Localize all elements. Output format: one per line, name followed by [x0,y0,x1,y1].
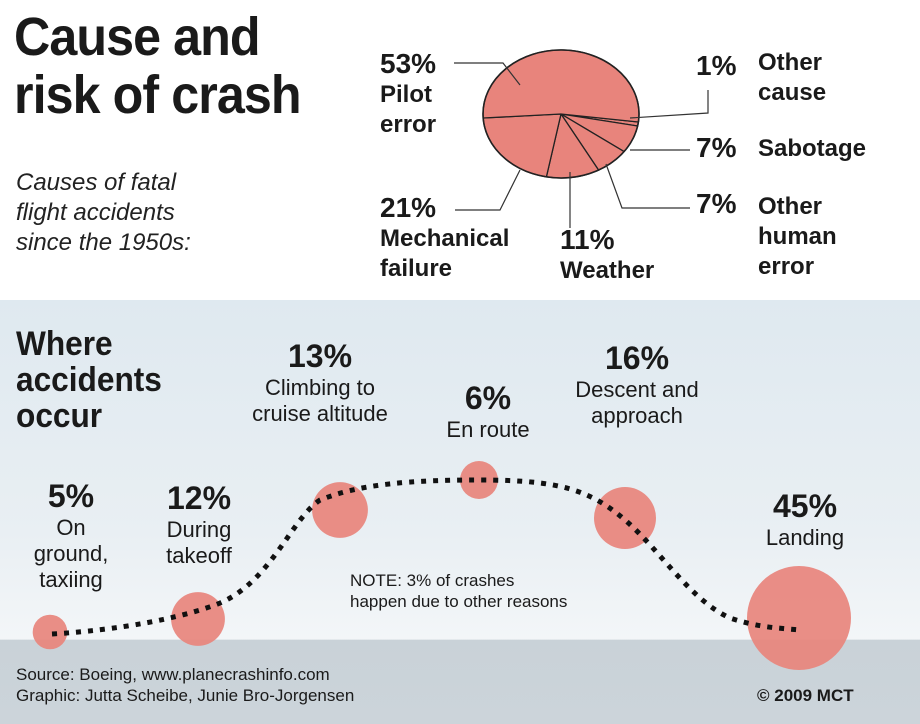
pie-label-mechanical-failure: 21% Mechanical failure [380,192,509,284]
phase-label-descent: 16% Descent and approach [554,340,720,429]
phase-value-descent: 16% [604,340,670,376]
phase-text-ground-2: ground, [33,541,109,566]
section-heading-where: Where accidents occur [16,326,162,434]
pie-label-other-human-error: 7% [696,188,736,220]
phase-text-landing: Landing [765,525,845,550]
phase-text-ground-3: taxiing [39,567,103,592]
pie-value-sabotage: 7% [696,132,737,163]
phase-value-en-route: 6% [464,380,512,416]
note-text: NOTE: 3% of crashes happen due to other … [350,570,567,612]
phase-markers [32,461,851,670]
pie-leader-lines [454,62,709,228]
phase-text-climbing-2: cruise altitude [252,401,388,426]
pie-cause-weather: Weather [560,257,655,284]
phase-value-takeoff: 12% [166,480,232,516]
phase-text-descent-1: Descent and [575,377,699,402]
leader-other-cause [629,90,709,119]
copyright: © 2009 MCT [757,686,854,705]
phase-text-descent-2: approach [591,403,683,428]
phase-marker-descent-and-approach [594,487,656,549]
pie-cause-other-1: Other [758,49,823,76]
pie-label-pilot-error: 53% Pilot error [380,48,436,140]
phase-text-ground-1: On [56,515,86,540]
pie-cause-pilot-error-2: error [380,111,437,138]
page-title: Cause and risk of crash [14,7,302,125]
pie-label-weather: 11% Weather [560,224,654,286]
pie-outline [482,49,640,179]
source-line-1: Source: Boeing, www.planecrashinfo.com [16,665,330,684]
leader-mechanical-failure [455,169,521,211]
title-line-1: Cause and [14,7,261,67]
subtitle-line-2: flight accidents [16,199,175,226]
pie-label-sabotage: 7% [696,132,736,164]
pie-value-mechanical-failure: 21% [380,192,437,223]
pie-cause-other-human-error: Other human error [758,192,837,282]
pie-cause-other-human-2: human [758,223,837,250]
note-line-2: happen due to other reasons [350,592,568,611]
phase-marker-on-ground-taxiing [32,614,68,650]
pie-cause-other-2: cause [758,79,827,106]
where-line-3: occur [16,397,103,435]
pie-cause-other-cause: Other cause [758,48,826,108]
phase-label-ground: 5% On ground, taxiing [6,478,136,593]
phase-label-landing: 45% Landing [740,488,870,551]
phase-marker-landing [747,566,851,670]
title-line-2: risk of crash [14,65,302,125]
pie-value-other-human-error: 7% [696,188,737,219]
pie-cause-pilot-error-1: Pilot [380,81,432,108]
pie-cause-sabotage: Sabotage [758,134,866,164]
phase-marker-climbing-to-cruise-altitude [312,482,368,538]
pie-cause-sabotage-text: Sabotage [758,135,867,162]
phase-text-takeoff-1: During [166,517,232,542]
leader-other-human-error [605,163,690,209]
phase-label-en-route: 6% En route [428,380,548,443]
pie-cause-other-human-3: error [758,253,815,280]
phase-value-climbing: 13% [287,338,353,374]
phase-text-en-route: En route [446,417,530,442]
source-line-2: Graphic: Jutta Scheibe, Junie Bro-Jorgen… [16,686,355,705]
phase-label-takeoff: 12% During takeoff [134,480,264,569]
phase-value-landing: 45% [772,488,838,524]
pie-value-pilot-error: 53% [380,48,437,79]
pie-value-weather: 11% [560,224,615,255]
where-line-1: Where [16,325,113,363]
note-line-1: NOTE: 3% of crashes [350,571,515,590]
pie-value-other-cause: 1% [696,50,737,81]
pie-cause-other-human-1: Other [758,193,823,220]
subtitle-line-1: Causes of fatal [16,169,177,196]
subtitle-line-3: since the 1950s: [16,229,191,256]
phase-marker-during-takeoff [171,592,225,646]
phase-label-climbing: 13% Climbing to cruise altitude [230,338,410,427]
pie-subtitle: Causes of fatal flight accidents since t… [16,168,191,258]
pie-label-other-cause: 1% [696,50,736,82]
phase-value-ground: 5% [47,478,95,514]
pie-chart [482,49,640,179]
phase-marker-en-route [460,461,498,499]
pie-slice-pilot-error [482,49,640,123]
source-credit: Source: Boeing, www.planecrashinfo.com G… [16,664,354,706]
where-line-2: accidents [16,361,162,399]
pie-cause-mechanical-2: failure [380,255,453,282]
leader-pilot-error [454,62,521,86]
phase-text-takeoff-2: takeoff [166,543,232,568]
pie-cause-mechanical-1: Mechanical [380,225,510,252]
phase-text-climbing-1: Climbing to [264,375,376,400]
